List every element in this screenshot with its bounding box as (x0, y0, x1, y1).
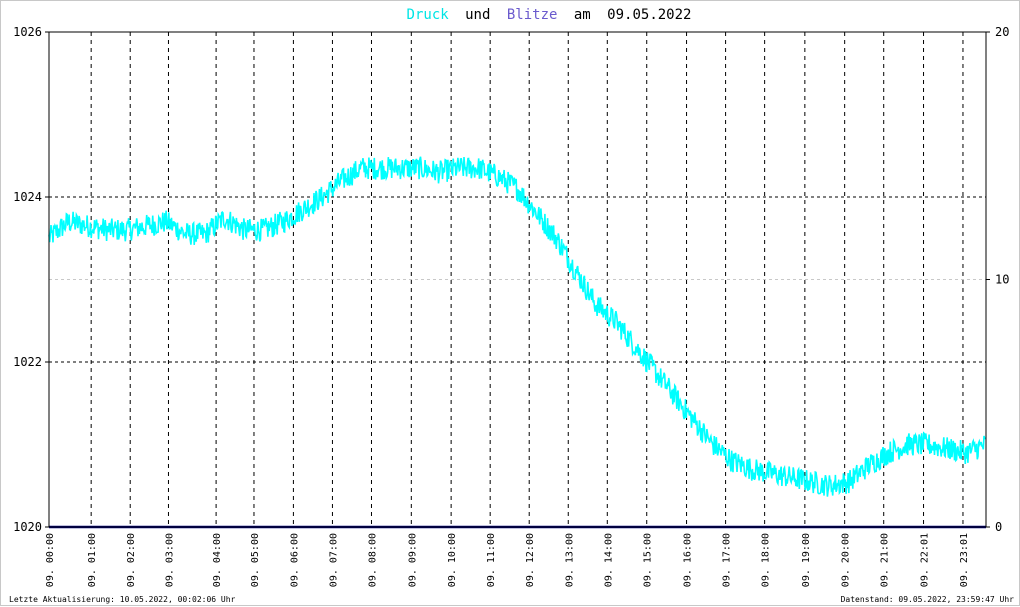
grid (49, 31, 986, 528)
x-tick-label-6: 09. 06:00 (289, 533, 300, 587)
x-tick-label-13: 09. 13:00 (564, 533, 575, 587)
y-axis-right: 0 10 20 (986, 25, 1009, 534)
chart-title: Druck und Blitze am 09.05.2022 (407, 7, 692, 23)
title-date: 09.05.2022 (607, 7, 691, 23)
footer-last-update: Letzte Aktualisierung: 10.05.2022, 00:02… (9, 595, 236, 604)
x-tick-label-23: 09. 23:01 (959, 533, 970, 587)
y-axis-left: 1020 1022 1024 1026 (13, 25, 49, 534)
x-tick-label-17: 09. 17:00 (722, 533, 733, 587)
plot-frame (48, 31, 987, 528)
x-tick-label-7: 09. 07:00 (328, 533, 339, 587)
x-tick-label-4: 09. 04:00 (212, 533, 223, 587)
x-tick-label-3: 09. 03:00 (164, 533, 175, 587)
x-tick-label-10: 09. 10:00 (447, 533, 458, 587)
x-tick-label-0: 09. 00:00 (45, 533, 56, 587)
x-tick-label-2: 09. 02:00 (126, 533, 137, 587)
series-layer (48, 156, 987, 529)
y-left-tick-label-1: 1022 (13, 355, 42, 369)
x-tick-label-5: 09. 05:00 (250, 533, 261, 587)
x-tick-label-12: 09. 12:00 (525, 533, 536, 587)
x-tick-label-16: 09. 16:00 (683, 533, 694, 587)
x-tick-label-9: 09. 09:00 (407, 533, 418, 587)
title-word-und: und (465, 7, 490, 23)
y-left-tick-label-2: 1024 (13, 190, 42, 204)
series-line-druck (48, 156, 987, 497)
x-tick-label-21: 09. 21:00 (880, 533, 891, 587)
footer-data-status: Datenstand: 09.05.2022, 23:59:47 Uhr (841, 595, 1015, 604)
y-left-tick-label-3: 1026 (13, 25, 42, 39)
x-tick-label-15: 09. 15:00 (643, 533, 654, 587)
y-right-tick-label-1: 10 (995, 273, 1009, 287)
x-tick-label-14: 09. 14:00 (603, 533, 614, 587)
y-right-tick-label-2: 20 (995, 25, 1009, 39)
x-tick-label-22: 09. 22:01 (920, 533, 931, 587)
title-word-am: am (574, 7, 591, 23)
x-tick-label-19: 09. 19:00 (801, 533, 812, 587)
x-tick-label-20: 09. 20:00 (841, 533, 852, 587)
x-tick-label-1: 09. 01:00 (87, 533, 98, 587)
x-tick-label-11: 09. 11:00 (486, 533, 497, 587)
y-right-tick-label-0: 0 (995, 520, 1002, 534)
title-word-blitze: Blitze (507, 7, 558, 23)
x-tick-label-8: 09. 08:00 (367, 533, 378, 587)
title-word-druck: Druck (407, 7, 450, 23)
x-tick-label-18: 09. 18:00 (761, 533, 772, 587)
y-left-tick-label-0: 1020 (13, 520, 42, 534)
x-axis: 09. 00:00 09. 01:00 09. 02:00 09. 03:00 09. … (45, 533, 970, 587)
